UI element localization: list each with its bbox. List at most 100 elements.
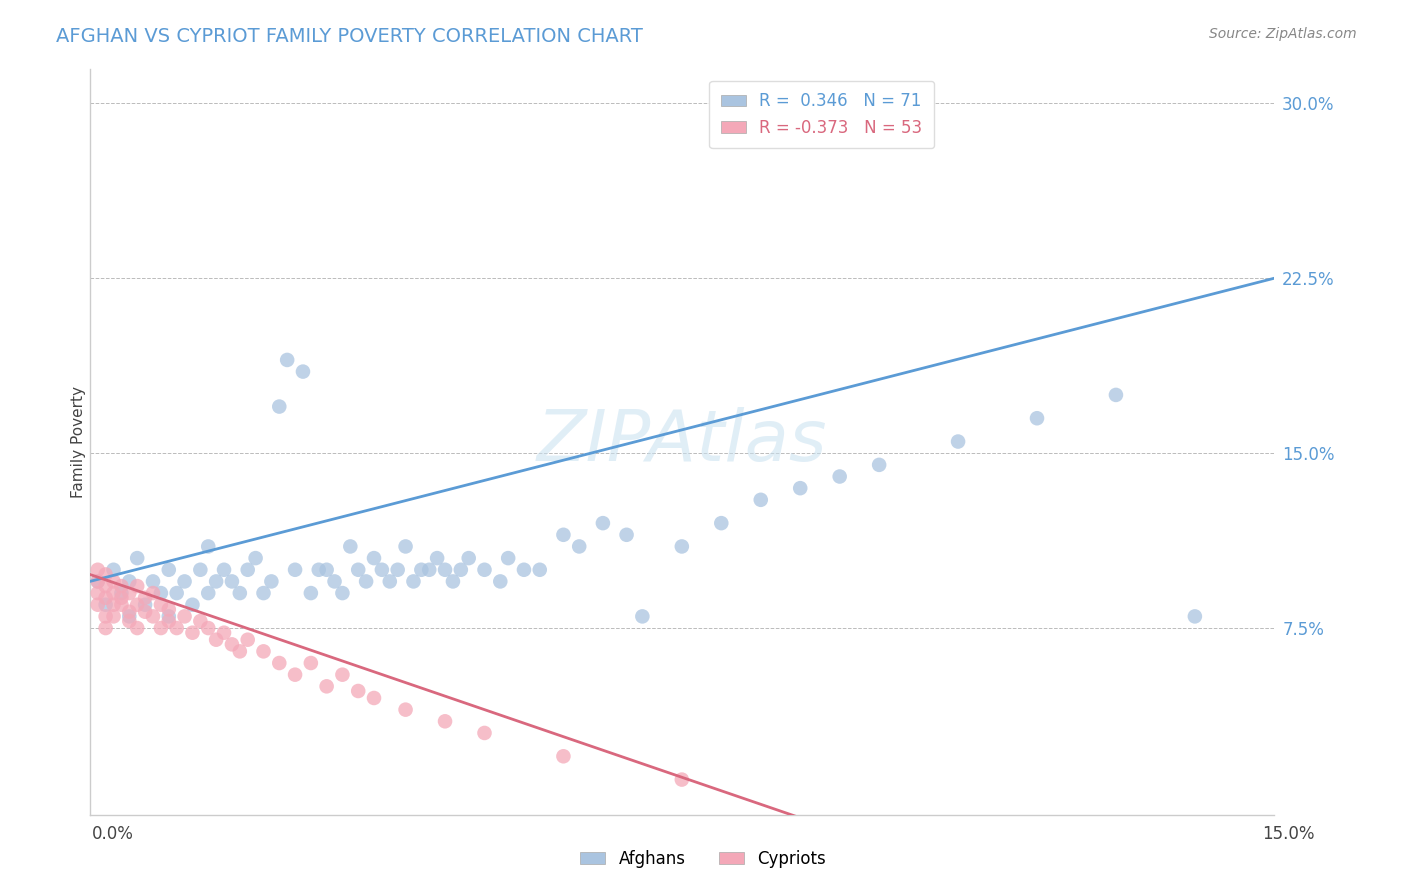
Point [236, 632, 259, 647]
Point [378, 574, 401, 589]
Point [157, 609, 180, 624]
Point [347, 684, 370, 698]
Point [671, 772, 693, 787]
Point [103, 609, 125, 624]
Point [110, 586, 132, 600]
Point [426, 551, 449, 566]
Point [134, 591, 156, 605]
Point [197, 540, 219, 554]
Point [103, 563, 125, 577]
Point [489, 574, 512, 589]
Point [631, 609, 654, 624]
Point [157, 602, 180, 616]
Text: 15.0%: 15.0% [1263, 825, 1315, 843]
Point [315, 679, 337, 693]
Point [441, 574, 464, 589]
Point [394, 703, 416, 717]
Point [291, 365, 314, 379]
Point [450, 563, 472, 577]
Point [252, 586, 274, 600]
Point [212, 563, 235, 577]
Point [363, 551, 385, 566]
Point [87, 598, 110, 612]
Point [1184, 609, 1206, 624]
Point [94, 591, 117, 605]
Point [118, 609, 141, 624]
Point [284, 563, 307, 577]
Point [269, 400, 291, 414]
Text: AFGHAN VS CYPRIOT FAMILY POVERTY CORRELATION CHART: AFGHAN VS CYPRIOT FAMILY POVERTY CORRELA… [56, 27, 643, 45]
Point [269, 656, 291, 670]
Point [946, 434, 969, 449]
Point [181, 625, 204, 640]
Point [181, 598, 204, 612]
Point [197, 621, 219, 635]
Point [434, 563, 457, 577]
Point [411, 563, 433, 577]
Text: Source: ZipAtlas.com: Source: ZipAtlas.com [1209, 27, 1357, 41]
Point [197, 586, 219, 600]
Point [94, 609, 117, 624]
Text: ZIPAtlas: ZIPAtlas [537, 407, 827, 476]
Point [474, 726, 496, 740]
Point [87, 574, 110, 589]
Point [457, 551, 479, 566]
Point [710, 516, 733, 530]
Point [221, 574, 243, 589]
Point [513, 563, 536, 577]
Point [236, 563, 259, 577]
Point [347, 563, 370, 577]
Point [568, 540, 591, 554]
Point [402, 574, 425, 589]
Point [496, 551, 519, 566]
Point [229, 644, 252, 658]
Point [205, 632, 228, 647]
Point [284, 667, 307, 681]
Point [553, 749, 575, 764]
Y-axis label: Family Poverty: Family Poverty [72, 385, 86, 498]
Point [127, 598, 149, 612]
Point [828, 469, 851, 483]
Point [387, 563, 409, 577]
Point [299, 586, 322, 600]
Point [173, 609, 195, 624]
Point [749, 492, 772, 507]
Point [418, 563, 440, 577]
Point [308, 563, 330, 577]
Point [149, 586, 172, 600]
Point [103, 598, 125, 612]
Point [789, 481, 811, 495]
Point [142, 574, 165, 589]
Point [221, 637, 243, 651]
Point [323, 574, 346, 589]
Point [252, 644, 274, 658]
Point [245, 551, 267, 566]
Point [363, 691, 385, 706]
Point [394, 540, 416, 554]
Point [94, 567, 117, 582]
Point [149, 598, 172, 612]
Point [118, 614, 141, 628]
Point [1026, 411, 1049, 425]
Point [127, 579, 149, 593]
Point [474, 563, 496, 577]
Point [553, 528, 575, 542]
Point [118, 586, 141, 600]
Point [332, 586, 354, 600]
Point [529, 563, 551, 577]
Point [315, 563, 337, 577]
Point [276, 353, 298, 368]
Point [157, 563, 180, 577]
Point [173, 574, 195, 589]
Point [127, 621, 149, 635]
Point [87, 574, 110, 589]
Point [94, 598, 117, 612]
Point [157, 614, 180, 628]
Point [229, 586, 252, 600]
Point [87, 586, 110, 600]
Point [142, 586, 165, 600]
Point [103, 586, 125, 600]
Legend: Afghans, Cypriots: Afghans, Cypriots [574, 844, 832, 875]
Point [94, 579, 117, 593]
Point [671, 540, 693, 554]
